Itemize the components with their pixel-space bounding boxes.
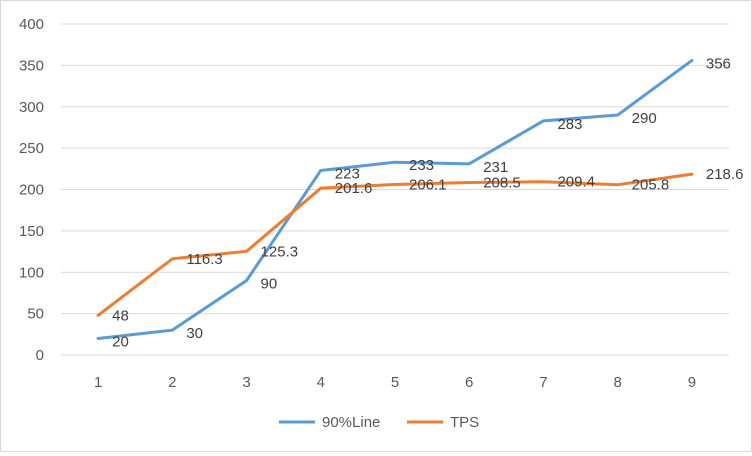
- x-tick-label: 4: [317, 374, 325, 391]
- data-label: 30: [186, 325, 203, 342]
- legend-label: TPS: [450, 414, 479, 431]
- data-label: 206.1: [409, 176, 447, 193]
- x-tick-label: 8: [613, 374, 621, 391]
- data-label: 356: [706, 55, 731, 72]
- series-line-tps: [96, 172, 694, 317]
- y-tick-label: 350: [19, 57, 44, 74]
- x-tick-label: 6: [465, 374, 473, 391]
- data-label: 233: [409, 157, 434, 174]
- legend: 90%Line TPS: [279, 414, 479, 431]
- data-label: 223: [335, 165, 360, 182]
- data-label: 283: [557, 116, 582, 133]
- x-tick-label: 7: [539, 374, 547, 391]
- data-label: 209.4: [557, 174, 595, 191]
- data-label: 116.3: [186, 251, 222, 268]
- x-axis-ticks: 1 2 3 4 5 6 7 8 9: [94, 374, 696, 391]
- y-tick-label: 150: [19, 223, 44, 240]
- x-tick-label: 9: [688, 374, 696, 391]
- y-tick-label: 0: [36, 347, 44, 364]
- data-label: 125.3: [261, 243, 299, 260]
- x-tick-label: 3: [242, 374, 250, 391]
- x-tick-label: 5: [391, 374, 399, 391]
- data-label: 290: [632, 110, 657, 127]
- data-label: 205.8: [632, 177, 670, 194]
- x-tick-label: 2: [168, 374, 176, 391]
- data-label: 20: [112, 333, 129, 350]
- y-axis-ticks: 0 50 100 150 200 250 300 350 400: [19, 16, 44, 364]
- data-label: 90: [261, 276, 278, 293]
- data-label: 208.5: [483, 174, 521, 191]
- series-line-line90: [96, 58, 694, 340]
- series-lines: [96, 58, 694, 340]
- y-tick-label: 200: [19, 182, 44, 199]
- y-tick-label: 250: [19, 140, 44, 157]
- y-tick-label: 50: [27, 306, 44, 323]
- y-tick-label: 300: [19, 99, 44, 116]
- x-tick-label: 1: [94, 374, 102, 391]
- legend-label: 90%Line: [322, 414, 380, 431]
- data-label: 201.6: [335, 180, 373, 197]
- data-label: 218.6: [706, 166, 744, 183]
- data-label: 48: [112, 307, 129, 324]
- data-labels: 20 30 90 223 233 231 283 290 356 48 116.3 125.3 201.…: [112, 55, 743, 350]
- gridlines: [61, 23, 729, 356]
- y-tick-label: 100: [19, 264, 44, 281]
- y-tick-label: 400: [19, 16, 44, 33]
- data-label: 231: [483, 159, 508, 176]
